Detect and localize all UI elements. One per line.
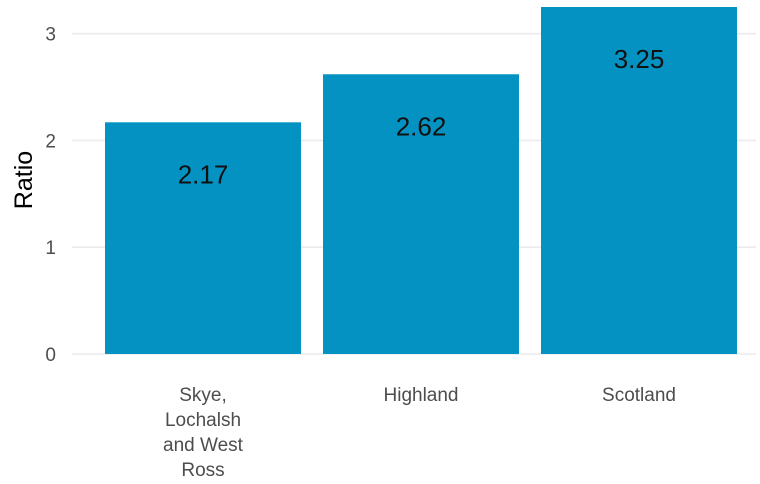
x-tick-labels: Skye, Lochalsh and West Ross Highland Scotlan… [163, 385, 676, 481]
bar-value-label: 2.62 [396, 111, 447, 141]
y-tick-label: 0 [45, 345, 56, 366]
bar [323, 74, 519, 354]
x-tick-label-line: Skye, [179, 385, 227, 406]
x-tick-label-line: Ross [181, 460, 224, 481]
bars [105, 7, 737, 355]
y-tick-labels: 0 1 2 3 [45, 25, 56, 366]
bar [105, 122, 301, 355]
x-tick-label-line: and West [163, 435, 244, 456]
bar-value-label: 3.25 [614, 44, 665, 74]
x-tick-label-line: Lochalsh [165, 410, 241, 431]
x-tick-label: Scotland [602, 385, 676, 406]
y-axis-title: Ratio [10, 151, 38, 209]
y-tick-label: 3 [45, 25, 56, 46]
x-tick-label-line: Highland [384, 385, 459, 406]
bar [541, 7, 737, 354]
y-tick-label: 2 [45, 131, 56, 152]
x-tick-label-line: Scotland [602, 385, 676, 406]
x-tick-label: Highland [384, 385, 459, 406]
data-labels: 2.17 2.62 3.25 [178, 44, 665, 189]
bar-value-label: 2.17 [178, 159, 229, 189]
x-tick-label: Skye, Lochalsh and West Ross [163, 385, 244, 481]
y-tick-label: 1 [45, 238, 56, 259]
